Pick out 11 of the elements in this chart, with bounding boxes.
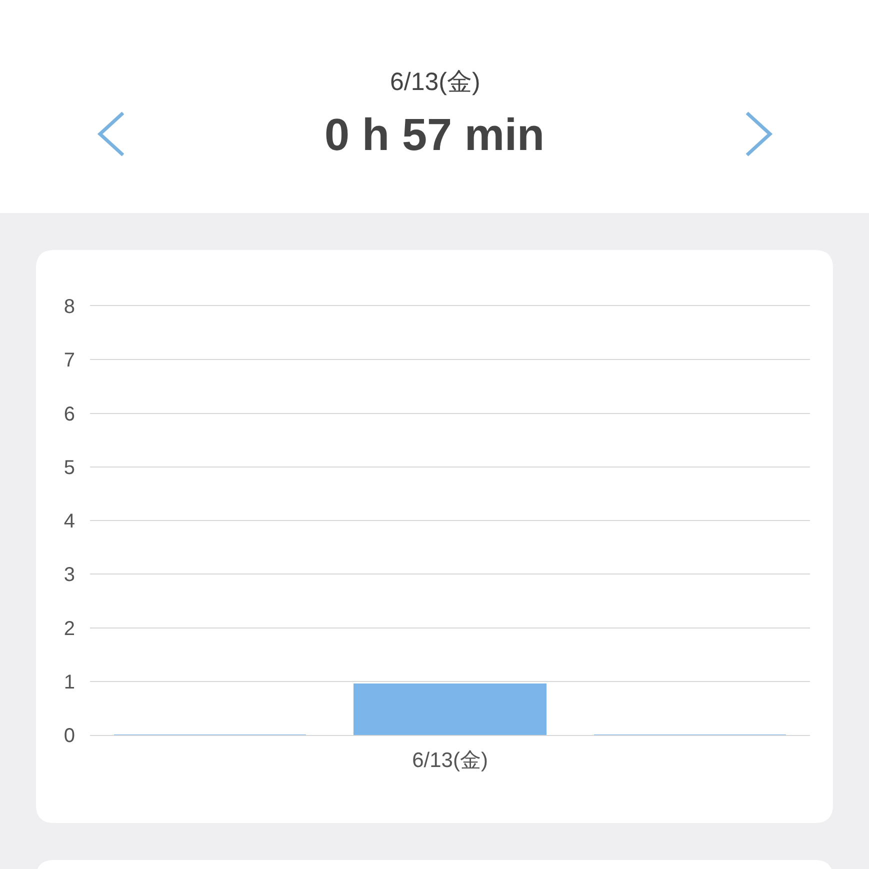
y-tick-label: 7	[64, 350, 75, 372]
y-tick-label: 3	[64, 564, 75, 586]
chart-subtitle: 6/13(金)	[390, 68, 480, 96]
y-tick-label: 5	[64, 456, 75, 479]
y-tick-label: 1	[64, 671, 75, 694]
y-tick-label: 0	[64, 725, 75, 747]
y-tick-label: 8	[64, 296, 75, 318]
y-tick-label: 6	[64, 403, 75, 426]
y-tick-label: 2	[64, 618, 75, 640]
chart-title: 0 h 57 min	[324, 108, 545, 160]
y-tick-label: 4	[64, 510, 75, 532]
